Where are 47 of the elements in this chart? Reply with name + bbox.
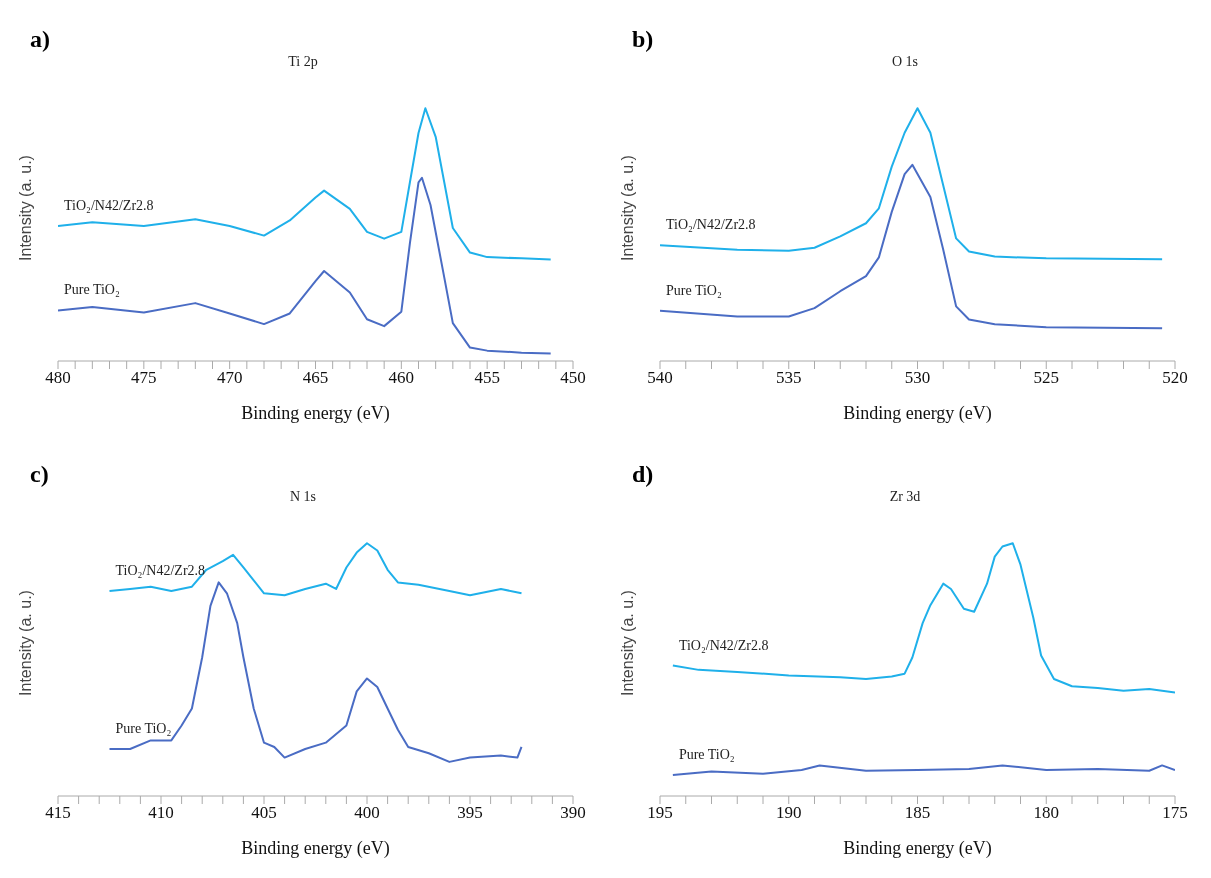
series-label: TiO₂/N42/Zr2.8 (115, 563, 206, 578)
x-axis-title: Binding energy (eV) (843, 403, 992, 424)
x-tick-label: 520 (1162, 368, 1188, 388)
x-tick-label: 180 (1033, 803, 1059, 823)
x-tick-label: 455 (474, 368, 500, 388)
x-tick-label: 525 (1033, 368, 1059, 388)
text: O 1s (890, 54, 920, 70)
x-tick-label: 175 (1162, 803, 1188, 823)
x-tick-label: 400 (354, 803, 380, 823)
x-tick-label: 185 (904, 803, 931, 823)
x-tick-label: 540 (647, 368, 673, 388)
series-label: Pure TiO₂ (64, 282, 120, 298)
chart-title: d) (632, 461, 654, 488)
y-axis-title: Intensity (a. u.) (619, 590, 637, 696)
y-axis-title: Intensity (a. u.) (17, 155, 35, 261)
x-tick-label: 465 (302, 368, 329, 388)
x-tick-label: 395 (457, 803, 483, 823)
series-label: TiO₂/N42/Zr2.8 (64, 198, 154, 214)
x-tick-label: 530 (904, 368, 931, 388)
x-axis-title: Binding energy (eV) (843, 838, 992, 859)
x-tick-label: 405 (251, 803, 277, 823)
text: Zr 3d (888, 489, 922, 505)
series-label: TiO₂/N42/Zr2.8 (666, 217, 756, 233)
x-tick-label: 535 (776, 368, 802, 388)
x-tick-label: 480 (45, 368, 71, 388)
x-tick-label: 475 (131, 368, 157, 388)
y-axis-title: Intensity (a. u.) (17, 590, 35, 696)
x-tick-label: 410 (148, 803, 174, 823)
x-tick-label: 470 (216, 368, 243, 388)
series-label: TiO₂/N42/Zr2.8 (678, 637, 769, 653)
series-label: Pure TiO₂ (678, 747, 735, 763)
x-tick-label: 460 (388, 368, 415, 388)
series-label: Pure TiO₂ (666, 282, 722, 298)
x-axis-title: Binding energy (eV) (241, 403, 390, 424)
x-tick-label: 190 (776, 803, 802, 823)
text: N 1s (288, 489, 318, 505)
y-axis-title: Intensity (a. u.) (619, 155, 637, 261)
chart-title: a) (30, 26, 50, 53)
chart-title: b) (632, 26, 654, 53)
x-tick-label: 390 (560, 803, 586, 823)
x-tick-label: 195 (647, 803, 673, 823)
series-label: Pure TiO₂ (115, 720, 172, 736)
chart-title: c) (30, 461, 49, 488)
x-tick-label: 415 (45, 803, 71, 823)
x-tick-label: 450 (560, 368, 586, 388)
text: Ti 2p (287, 54, 319, 70)
x-axis-title: Binding energy (eV) (241, 838, 390, 859)
